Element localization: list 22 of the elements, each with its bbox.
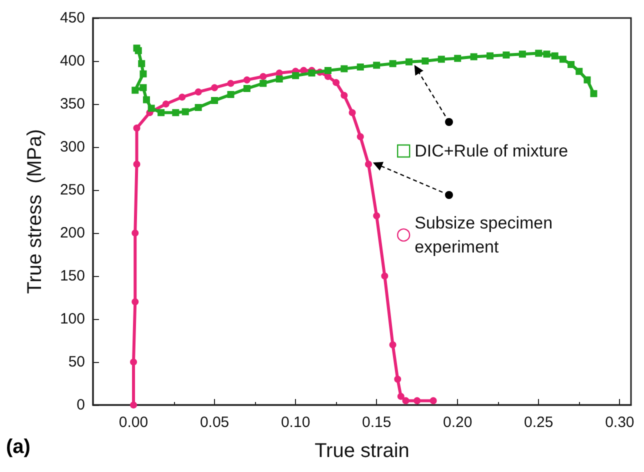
x-tick-label: 0.25 xyxy=(524,414,554,431)
y-axis-title: True stress (MPa) xyxy=(24,129,46,294)
legend-label: Subsize specimen experiment xyxy=(414,214,558,256)
y-tick-label: 450 xyxy=(60,10,85,26)
x-tick-label: 0.10 xyxy=(280,414,310,431)
y-tick-label: 200 xyxy=(60,224,85,242)
x-tick-label: 0.15 xyxy=(362,414,392,431)
x-axis-title: True strain xyxy=(314,440,410,462)
y-tick-label: 400 xyxy=(60,52,85,70)
y-tick-label: 250 xyxy=(60,182,85,198)
y-tick-label: 350 xyxy=(60,96,85,112)
legend-label: DIC+Rule of mixture xyxy=(414,142,568,160)
y-tick-label: 50 xyxy=(68,354,85,370)
y-tick-label: 150 xyxy=(60,268,85,284)
x-tick-label: 0.30 xyxy=(605,414,634,431)
y-tick-label: 300 xyxy=(60,138,85,156)
y-tick-label: 0 xyxy=(76,396,85,414)
y-tick-label: 100 xyxy=(60,310,85,328)
x-tick-label: 0.20 xyxy=(443,414,472,431)
x-tick-label: 0.05 xyxy=(200,414,230,431)
x-tick-label: 0.00 xyxy=(118,414,148,431)
text: (a) xyxy=(6,436,30,459)
